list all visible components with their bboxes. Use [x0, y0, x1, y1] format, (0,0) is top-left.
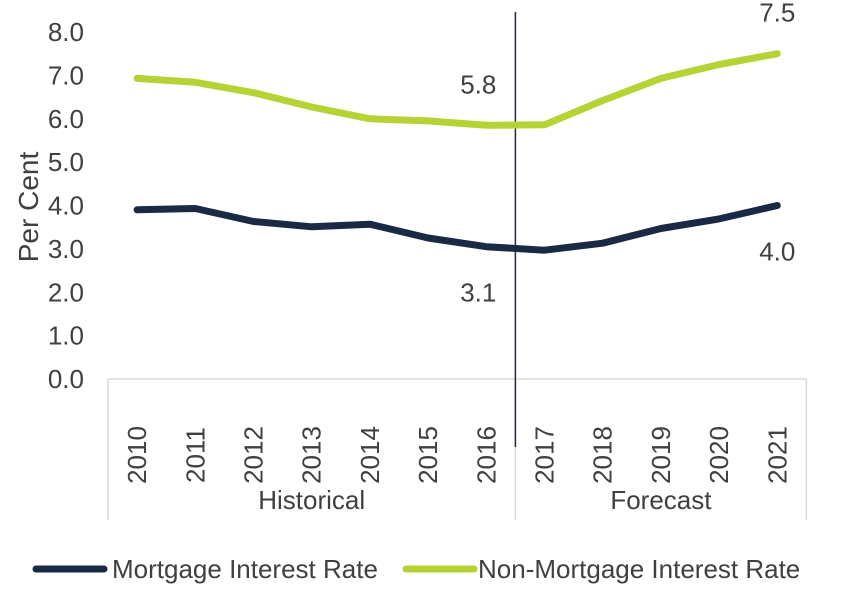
x-tick-label: 2010: [122, 426, 152, 484]
y-tick-label: 8.0: [48, 17, 84, 47]
data-label: 5.8: [460, 69, 496, 99]
data-label: 3.1: [460, 278, 496, 308]
y-tick-label: 7.0: [48, 60, 84, 90]
x-tick-label: 2013: [297, 426, 327, 484]
series-lines: [133, 50, 781, 254]
x-tick-label: 2021: [762, 426, 792, 484]
category-axis: 2010 2011 2012 2013 2014 2015 2016 2017 2018 2019…: [107, 12, 808, 520]
y-tick-label: 6.0: [48, 104, 84, 134]
legend-label: Mortgage Interest Rate: [112, 554, 378, 584]
data-label: 4.0: [759, 237, 795, 267]
group-label: Historical: [258, 485, 365, 515]
x-tick-label: 2016: [471, 426, 501, 484]
x-tick-label: 2018: [588, 426, 618, 484]
x-tick-label: 2019: [646, 426, 676, 484]
y-tick-label: 5.0: [48, 147, 84, 177]
x-tick-label: 2017: [530, 426, 560, 484]
x-tick-label: 2014: [355, 426, 385, 484]
y-axis-ticks: 0.0 1.0 2.0 3.0 4.0 5.0 6.0 7.0 8.0: [48, 17, 84, 394]
group-label: Forecast: [610, 485, 712, 515]
data-label: 7.5: [759, 0, 795, 28]
legend: Mortgage Interest Rate Non-Mortgage Inter…: [32, 554, 800, 584]
series-line: [133, 50, 781, 129]
legend-label: Non-Mortgage Interest Rate: [478, 554, 800, 584]
x-tick-label: 2012: [239, 426, 269, 484]
y-tick-label: 4.0: [48, 191, 84, 221]
x-tick-label: 2011: [180, 427, 210, 483]
y-tick-label: 3.0: [48, 234, 84, 264]
y-tick-label: 1.0: [48, 321, 84, 351]
data-labels: 5.8 3.1 7.5 4.0: [460, 0, 795, 308]
y-tick-label: 2.0: [48, 277, 84, 307]
x-tick-label: 2020: [704, 426, 734, 484]
y-tick-label: 0.0: [48, 364, 84, 394]
x-tick-label: 2015: [413, 426, 443, 484]
series-line: [133, 202, 781, 254]
y-axis-title: Per Cent: [13, 152, 44, 263]
